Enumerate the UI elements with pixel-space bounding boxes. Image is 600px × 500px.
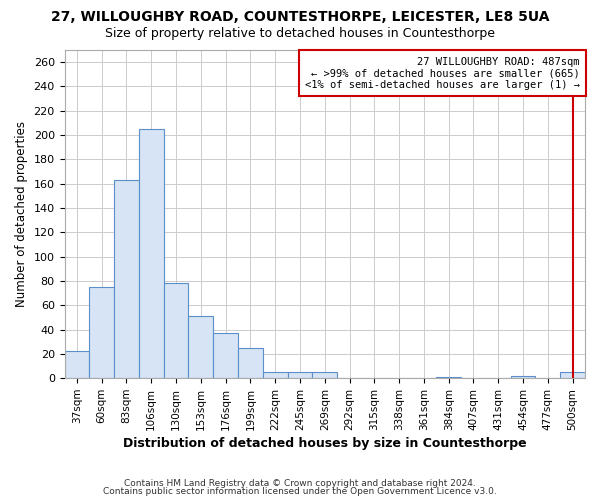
Bar <box>114 180 139 378</box>
Text: Contains HM Land Registry data © Crown copyright and database right 2024.: Contains HM Land Registry data © Crown c… <box>124 478 476 488</box>
Bar <box>238 348 263 378</box>
Text: Size of property relative to detached houses in Countesthorpe: Size of property relative to detached ho… <box>105 28 495 40</box>
Y-axis label: Number of detached properties: Number of detached properties <box>15 121 28 307</box>
Bar <box>313 372 337 378</box>
Bar <box>436 377 461 378</box>
Bar <box>511 376 535 378</box>
Text: 27, WILLOUGHBY ROAD, COUNTESTHORPE, LEICESTER, LE8 5UA: 27, WILLOUGHBY ROAD, COUNTESTHORPE, LEIC… <box>51 10 549 24</box>
Bar <box>89 287 114 378</box>
Bar <box>65 352 89 378</box>
Bar <box>560 372 585 378</box>
Bar <box>213 333 238 378</box>
Bar <box>287 372 313 378</box>
Text: 27 WILLOUGHBY ROAD: 487sqm
← >99% of detached houses are smaller (665)
<1% of se: 27 WILLOUGHBY ROAD: 487sqm ← >99% of det… <box>305 56 580 90</box>
Bar <box>164 284 188 378</box>
X-axis label: Distribution of detached houses by size in Countesthorpe: Distribution of detached houses by size … <box>123 437 527 450</box>
Bar <box>263 372 287 378</box>
Bar <box>139 129 164 378</box>
Text: Contains public sector information licensed under the Open Government Licence v3: Contains public sector information licen… <box>103 487 497 496</box>
Bar <box>188 316 213 378</box>
